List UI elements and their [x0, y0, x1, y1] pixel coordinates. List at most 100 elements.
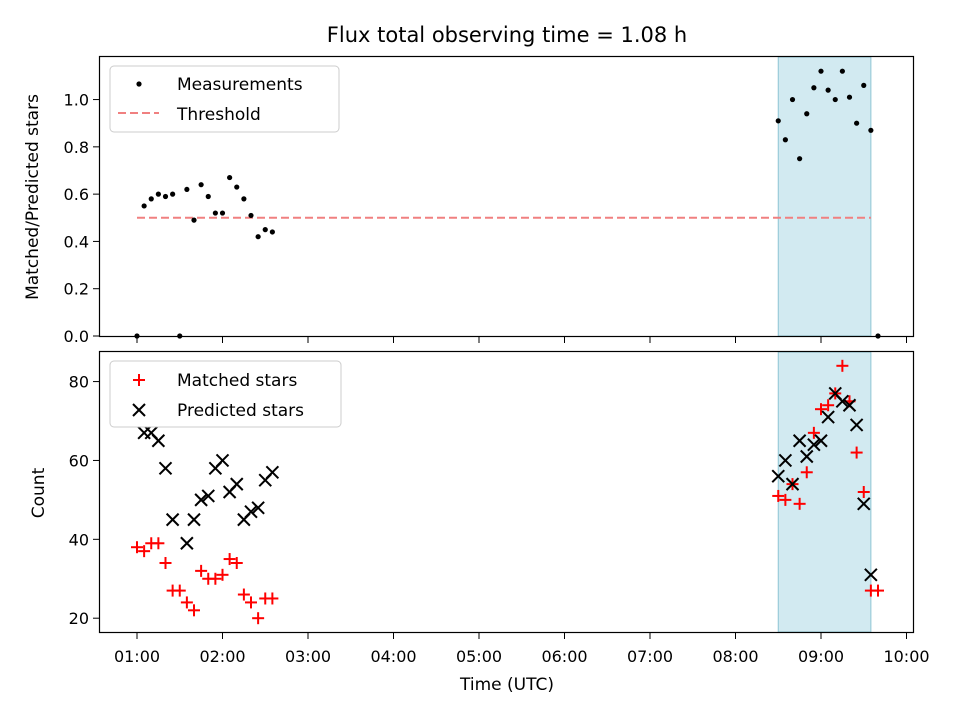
measurement-point	[846, 94, 853, 100]
predicted-star-point	[771, 469, 785, 483]
matched-star-point	[138, 545, 151, 558]
predicted-star-point	[807, 437, 821, 452]
x-tick-label: 03:00	[285, 647, 331, 666]
measurement-point	[832, 96, 838, 103]
y-tick-label: 80	[69, 373, 89, 392]
observing-window-span	[777, 351, 872, 633]
predicted-star-point	[230, 477, 244, 491]
y-tick-label: 60	[69, 451, 89, 470]
measurement-point	[141, 203, 147, 209]
x-tick-label: 06:00	[541, 647, 587, 666]
matched-star-point	[173, 584, 186, 597]
measurement-point	[825, 87, 831, 93]
matched-star-point	[815, 403, 827, 416]
count-y-ticks: 20 40 60 80	[69, 373, 100, 628]
predicted-legend-marker	[132, 403, 146, 417]
count-y-axis-label: Count	[29, 467, 49, 518]
measurement-point	[198, 182, 204, 188]
measurements-legend-label: Measurements	[177, 75, 303, 95]
matched-star-point	[230, 556, 243, 569]
matched-star-point	[209, 572, 222, 585]
predicted-star-point	[265, 465, 280, 479]
matched-star-point	[216, 568, 229, 581]
y-tick-label: 0.6	[64, 185, 89, 204]
ratio-panel: 0.0 0.2 0.4 0.6 0.8 1.0 Matched/Predicted sta…	[23, 55, 915, 346]
legend-frame	[109, 360, 342, 428]
matched-star-point	[252, 612, 265, 625]
predicted-star-point	[792, 434, 807, 448]
measurement-point	[155, 191, 161, 197]
predicted-star-point	[158, 461, 173, 476]
matched-star-point	[872, 584, 884, 597]
matched-star-point	[836, 359, 849, 372]
measurement-point	[789, 96, 796, 103]
matched-star-point	[850, 446, 863, 459]
matched-star-point	[223, 553, 236, 566]
predicted-star-point	[194, 493, 208, 507]
measurement-point	[162, 193, 169, 200]
measurement-point	[262, 227, 268, 233]
x-tick-label: 02:00	[199, 647, 245, 666]
measurement-point	[269, 229, 275, 235]
highlight-span	[777, 351, 872, 633]
measurements-legend-marker	[136, 81, 142, 87]
predicted-star-point	[201, 489, 215, 503]
predicted-star-point	[180, 536, 194, 550]
measurement-point	[219, 210, 226, 216]
measurement-point	[212, 210, 218, 216]
x-tick-label: 09:00	[798, 647, 844, 666]
x-tick-label: 07:00	[627, 647, 673, 666]
measurement-point	[248, 212, 254, 219]
measurement-point	[868, 127, 874, 133]
measurement-point	[205, 193, 211, 200]
predicted-star-point	[842, 398, 857, 412]
predicted-star-point	[165, 512, 180, 527]
predicted-star-point	[864, 568, 878, 582]
matched-star-point	[245, 596, 257, 609]
measurement-point	[191, 217, 197, 223]
predicted-star-point	[244, 505, 258, 519]
predicted-star-point	[785, 477, 800, 491]
predicted-star-point	[151, 434, 166, 448]
x-tick-label: 01:00	[114, 647, 160, 666]
predicted-star-point	[800, 449, 814, 464]
matched-star-point	[131, 541, 143, 554]
matched-star-point	[807, 426, 820, 439]
matched-star-point	[159, 556, 172, 569]
measurement-point	[234, 184, 240, 190]
y-tick-label: 0.0	[64, 327, 89, 346]
measurement-point	[811, 85, 817, 91]
predicted-star-point	[187, 512, 201, 527]
predicted-star-point	[835, 394, 850, 409]
matched-star-point	[152, 537, 165, 550]
y-tick-label: 1.0	[64, 91, 89, 110]
count-x-ticks: 01:00 02:00 03:00 04:00 05:00 06:00 07:00 08:00…	[114, 632, 930, 666]
ratio-y-ticks: 0.0 0.2 0.4 0.6 0.8 1.0	[64, 91, 100, 346]
measurement-point	[804, 111, 810, 117]
matched-star-point	[180, 596, 193, 609]
x-tick-label: 05:00	[456, 647, 502, 666]
count-legend: Matched stars Predicted stars	[109, 360, 342, 428]
y-tick-label: 0.4	[64, 232, 89, 251]
chart-title: Flux total observing time = 1.08 h	[327, 23, 687, 47]
measurement-point	[255, 234, 261, 240]
measurement-point	[818, 68, 824, 74]
ratio-axes-frame	[98, 55, 915, 338]
predicted-star-point	[251, 501, 265, 515]
x-tick-label: 04:00	[370, 647, 416, 666]
predicted-star-point	[857, 497, 871, 511]
measurement-point	[227, 174, 233, 181]
ratio-y-axis-label: Matched/Predicted stars	[23, 94, 43, 300]
matched-star-point	[237, 588, 250, 601]
measurement-point	[782, 137, 788, 143]
measurement-point	[839, 68, 845, 74]
matched-star-point	[779, 493, 792, 506]
predicted-star-point	[814, 434, 828, 448]
matched-star-point	[800, 466, 813, 479]
predicted-star-point	[849, 418, 864, 432]
matched-star-point	[188, 604, 200, 617]
predicted-legend-label: Predicted stars	[177, 401, 304, 421]
predicted-star-point	[778, 453, 793, 468]
